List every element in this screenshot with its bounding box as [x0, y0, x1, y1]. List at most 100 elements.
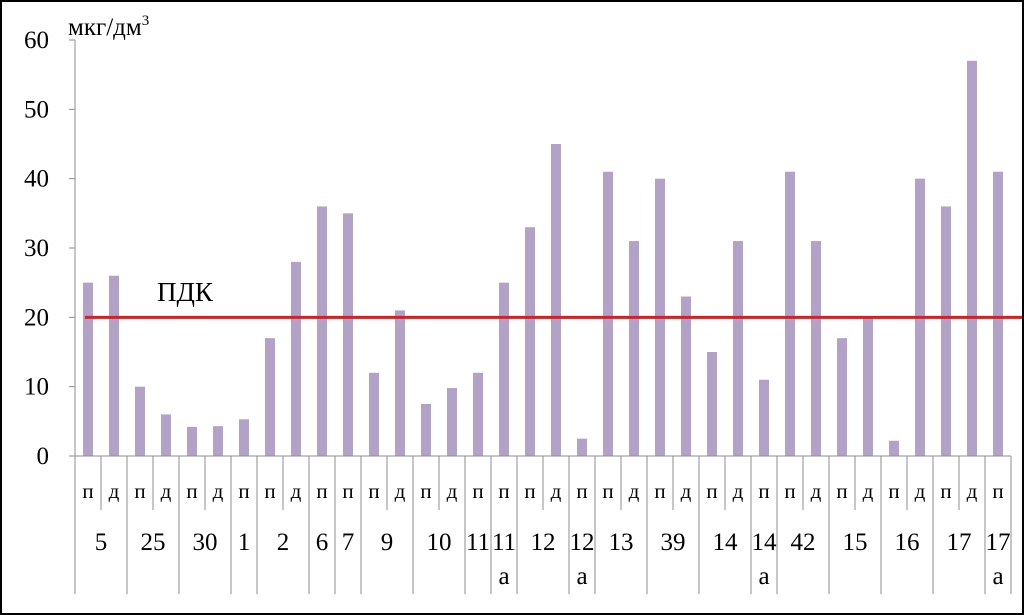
bar: [551, 144, 561, 456]
category-label: п: [316, 479, 327, 503]
bar: [629, 241, 639, 456]
bar: [343, 213, 353, 456]
group-label-suffix: а: [992, 563, 1003, 590]
y-axis: 0 10 20 30 40 50 60: [24, 27, 76, 470]
bar: [265, 338, 275, 456]
category-label: п: [602, 479, 613, 503]
bar: [967, 60, 977, 457]
category-label: д: [629, 479, 640, 503]
category-label: п: [134, 479, 145, 503]
category-label: п: [992, 479, 1003, 503]
bar: [83, 282, 93, 456]
y-tick-label: 50: [24, 96, 49, 123]
group-label: 1: [238, 529, 251, 556]
group-label: 14: [713, 529, 739, 556]
category-label: д: [811, 479, 822, 503]
reference-line-label: ПДК: [157, 277, 214, 307]
group-label: 9: [381, 529, 394, 556]
group-label: 17: [947, 529, 972, 556]
group-label: 11: [492, 529, 516, 556]
category-label: п: [186, 479, 197, 503]
category-label: п: [706, 479, 717, 503]
category-label: п: [472, 479, 483, 503]
bar: [213, 426, 223, 456]
group-label-suffix: а: [498, 563, 509, 590]
category-label: п: [836, 479, 847, 503]
category-label: п: [264, 479, 275, 503]
group-label: 14: [752, 529, 778, 556]
bar: [395, 310, 405, 456]
category-label: д: [863, 479, 874, 503]
unit-label: мкг/дм3: [68, 13, 149, 41]
group-label: 6: [316, 529, 329, 556]
group-label: 2: [277, 529, 290, 556]
unit-superscript: 3: [142, 13, 150, 29]
category-label: п: [654, 479, 665, 503]
category-label: п: [82, 479, 93, 503]
y-tick-label: 0: [37, 443, 50, 470]
bar: [447, 388, 457, 456]
bars: [83, 60, 1003, 457]
bar: [707, 352, 717, 456]
bar: [993, 171, 1003, 456]
category-label: п: [888, 479, 899, 503]
bar: [837, 338, 847, 456]
category-label: п: [238, 479, 249, 503]
category-label: п: [420, 479, 431, 503]
bar: [499, 282, 509, 456]
category-label: д: [733, 479, 744, 503]
category-label: п: [368, 479, 379, 503]
category-label: д: [161, 479, 172, 503]
bar: [889, 440, 899, 456]
group-label: 42: [791, 529, 816, 556]
y-tick-label: 60: [24, 27, 49, 54]
y-tick-label: 20: [24, 304, 49, 331]
bar: [473, 372, 483, 456]
bar: [863, 317, 873, 456]
bar: [161, 414, 171, 456]
bar: [759, 379, 769, 456]
group-label: 10: [427, 529, 452, 556]
category-label: д: [551, 479, 562, 503]
y-tick-label: 10: [24, 374, 49, 401]
category-label: д: [915, 479, 926, 503]
bar: [811, 241, 821, 456]
category-label: п: [940, 479, 951, 503]
category-label: п: [498, 479, 509, 503]
group-label-suffix: а: [576, 563, 587, 590]
group-label: 12: [531, 529, 556, 556]
bar: [525, 227, 535, 456]
group-label: 17: [986, 529, 1011, 556]
bar: [941, 206, 951, 456]
reference-line-group: ПДК: [85, 277, 1022, 319]
group-label-suffix: а: [758, 563, 769, 590]
group-label: 25: [141, 529, 166, 556]
bar: [421, 404, 431, 456]
category-label: д: [291, 479, 302, 503]
bar: [109, 275, 119, 456]
category-label: д: [213, 479, 224, 503]
bar: [785, 171, 795, 456]
category-label: д: [681, 479, 692, 503]
group-label: 15: [843, 529, 868, 556]
x-axis: п д п д п д п п д п п п д п д п п п д п п д п д п д п п д п д п д п д п5 25 3…: [74, 455, 1012, 594]
group-label: 12: [570, 529, 595, 556]
group-label: 16: [895, 529, 920, 556]
y-tick-label: 40: [24, 166, 49, 193]
category-label: д: [395, 479, 406, 503]
group-label: 5: [95, 529, 108, 556]
group-label: 11: [466, 529, 490, 556]
group-label: 7: [342, 529, 355, 556]
category-label: д: [109, 479, 120, 503]
category-label: д: [967, 479, 978, 503]
category-label: п: [758, 479, 769, 503]
group-label: 13: [609, 529, 634, 556]
bar: [187, 426, 197, 456]
category-label: п: [576, 479, 587, 503]
bar: [369, 372, 379, 456]
group-label: 30: [193, 529, 218, 556]
bar: [135, 386, 145, 456]
bar: [577, 438, 587, 456]
category-label: п: [524, 479, 535, 503]
